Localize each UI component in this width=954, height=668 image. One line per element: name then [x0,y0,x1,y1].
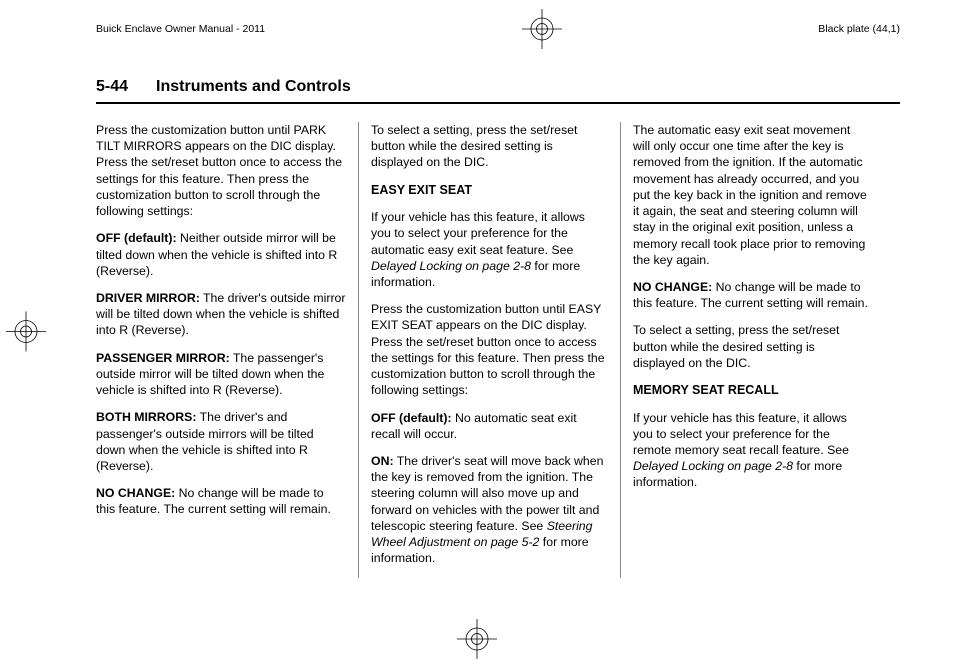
definition-both-mirrors: BOTH MIRRORS: The driver's and passenger… [96,409,346,474]
def-label: OFF (default): [96,231,177,245]
body-text: If your vehicle has this feature, it all… [371,209,608,290]
top-bar: Buick Enclave Owner Manual - 2011 Black … [96,18,900,40]
body-text: To select a setting, press the set/reset… [633,322,870,371]
crosshair-icon [6,312,46,352]
cross-reference: Delayed Locking on page 2‑8 [371,259,531,273]
cross-reference: Delayed Locking on page 2‑8 [633,459,793,473]
crosshair-icon [457,619,497,659]
def-label: ON: [371,454,394,468]
crosshair-icon [522,9,562,49]
subheading-memory-seat-recall: MEMORY SEAT RECALL [633,382,870,399]
definition-off: OFF (default): Neither outside mirror wi… [96,230,346,279]
def-label: OFF (default): [371,411,452,425]
plate-label: Black plate (44,1) [818,23,900,35]
subheading-easy-exit-seat: EASY EXIT SEAT [371,182,608,199]
definition-driver-mirror: DRIVER MIRROR: The driver's outside mirr… [96,290,346,339]
def-label: BOTH MIRRORS: [96,410,196,424]
page-number: 5-44 [96,78,128,96]
bottom-register-mark [457,619,497,664]
body-text: To select a setting, press the set/reset… [371,122,608,171]
body-text: Press the customization button until EAS… [371,301,608,398]
definition-on: ON: The driver's seat will move back whe… [371,453,608,567]
def-label: DRIVER MIRROR: [96,291,200,305]
column-1: Press the customization button until PAR… [96,122,358,578]
body-text: Press the customization button until PAR… [96,122,346,219]
body-text: The automatic easy exit seat movement wi… [633,122,870,268]
text-run: If your vehicle has this feature, it all… [633,411,849,457]
manual-title: Buick Enclave Owner Manual - 2011 [96,23,265,35]
definition-no-change: NO CHANGE: No change will be made to thi… [96,485,346,517]
top-register-mark [265,9,818,49]
column-2: To select a setting, press the set/reset… [358,122,620,578]
definition-no-change: NO CHANGE: No change will be made to thi… [633,279,870,311]
page-header: 5-44 Instruments and Controls [96,78,900,104]
text-run: If your vehicle has this feature, it all… [371,210,585,256]
def-label: NO CHANGE: [96,486,175,500]
chapter-title: Instruments and Controls [156,78,351,96]
def-label: NO CHANGE: [633,280,712,294]
def-label: PASSENGER MIRROR: [96,351,230,365]
column-3: The automatic easy exit seat movement wi… [620,122,882,578]
left-register-mark [6,312,46,357]
definition-off: OFF (default): No automatic seat exit re… [371,410,608,442]
body-text: If your vehicle has this feature, it all… [633,410,870,491]
body-columns: Press the customization button until PAR… [96,122,900,578]
page-container: Buick Enclave Owner Manual - 2011 Black … [0,0,954,668]
definition-passenger-mirror: PASSENGER MIRROR: The passenger's outsid… [96,350,346,399]
